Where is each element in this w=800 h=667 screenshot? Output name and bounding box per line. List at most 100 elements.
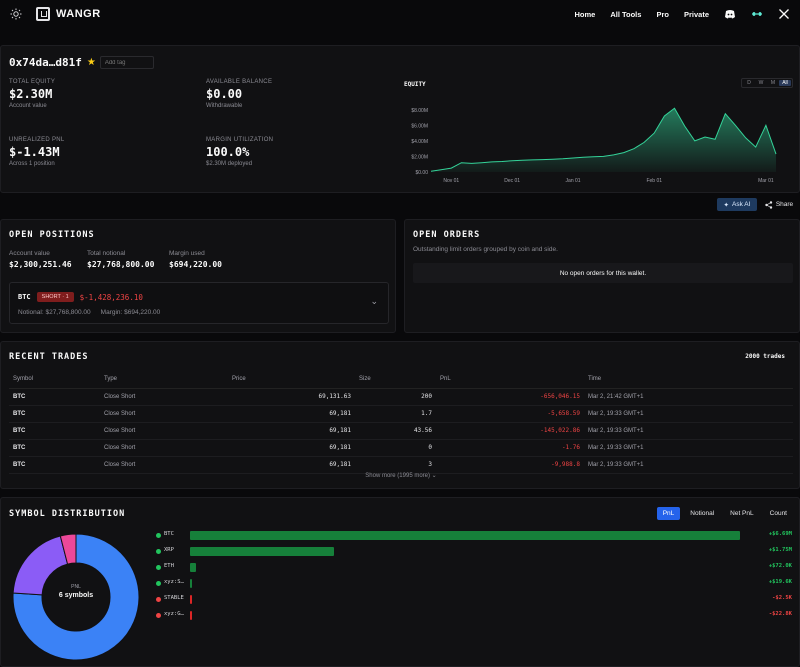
- theme-toggle-icon[interactable]: [10, 8, 22, 20]
- nav-link-home[interactable]: Home: [574, 9, 596, 19]
- donut-slice-btc[interactable]: [12, 533, 140, 661]
- position-margin: Margin: $694,220.00: [100, 309, 161, 316]
- share-button[interactable]: Share: [763, 198, 795, 211]
- stat-total-equity: TOTAL EQUITY $2.30M Account value: [9, 79, 56, 109]
- discord-icon[interactable]: [724, 8, 736, 20]
- open-orders-empty-text: No open orders for this wallet.: [559, 269, 647, 277]
- trade-symbol: BTC: [9, 405, 104, 423]
- trade-time: Mar 2, 19:33 GMT+1: [588, 422, 793, 440]
- summary-total-notional: Total notional $27,768,800.00: [87, 250, 155, 269]
- tab-count[interactable]: Count: [769, 510, 787, 517]
- wallet-address[interactable]: 0x74da…d81f: [9, 56, 82, 69]
- distribution-row[interactable]: BTC +$6.69M: [156, 530, 796, 542]
- table-row[interactable]: BTC Close Short 69,181 0 -1.76 Mar 2, 19:33 G…: [9, 439, 793, 457]
- recent-trades-panel: RECENT TRADES 2000 trades Symbol Type Pr…: [0, 341, 800, 489]
- trade-time: Mar 2, 19:33 GMT+1: [588, 405, 793, 423]
- trade-type: Close Short: [104, 439, 232, 457]
- col-time[interactable]: Time: [588, 371, 793, 389]
- table-row[interactable]: BTC Close Short 69,131.63 200 -656,046.15 Mar…: [9, 388, 793, 406]
- nav-link-pro[interactable]: Pro: [656, 9, 669, 19]
- trade-pnl: -9,988.8: [440, 456, 588, 474]
- positions-summary: Account value $2,300,251.46 Total notion…: [9, 250, 222, 269]
- range-all[interactable]: All: [779, 80, 791, 86]
- col-size[interactable]: Size: [359, 371, 440, 389]
- distribution-row[interactable]: XRP +$1.75M: [156, 546, 796, 558]
- add-tag-input[interactable]: [99, 56, 154, 69]
- expand-chevron-icon[interactable]: ⌄: [370, 296, 378, 306]
- position-card-btc[interactable]: BTC SHORT · 1 $-1,428,236.10 Notional: $…: [9, 282, 389, 324]
- tab-pnl[interactable]: PnL: [656, 507, 681, 520]
- trade-size: 43.56: [359, 422, 440, 440]
- distribution-row[interactable]: ETH +$72.0K: [156, 562, 796, 574]
- distribution-row[interactable]: xyz:G… -$22.8K: [156, 610, 796, 622]
- nav-link-all-tools[interactable]: All Tools: [610, 9, 642, 19]
- trade-price: 69,181: [232, 422, 359, 440]
- col-type[interactable]: Type: [104, 371, 232, 389]
- col-pnl[interactable]: PnL: [440, 371, 588, 389]
- donut-value: 6 symbols: [58, 592, 94, 599]
- donut-center: PNL 6 symbols: [11, 584, 141, 599]
- distribution-row[interactable]: STABLE -$2.5K: [156, 594, 796, 606]
- equity-area: [431, 108, 776, 172]
- trade-size: 0: [359, 439, 440, 457]
- distribution-label: xyz:S…: [164, 579, 184, 585]
- legend-dot: [156, 613, 161, 618]
- show-more-button[interactable]: Show more (1995 more) ⌄: [365, 473, 437, 479]
- equity-plot: $8.00M $6.00M $4.00M $2.00M $0.00 Nov 01 Dec 0…: [411, 107, 777, 184]
- trade-time: Mar 2, 19:33 GMT+1: [588, 439, 793, 457]
- sparkle-icon: ✦: [723, 201, 729, 209]
- equity-line: [430, 107, 777, 172]
- distribution-tabs: PnL Notional Net PnL Count: [656, 507, 793, 520]
- distribution-bar: [190, 579, 192, 588]
- position-notional: Notional: $27,768,800.00: [18, 309, 91, 316]
- legend-dot: [156, 581, 161, 586]
- hyperliquid-icon[interactable]: [751, 8, 763, 20]
- brand-logo[interactable]: WANGR: [36, 7, 101, 21]
- col-price[interactable]: Price: [232, 371, 359, 389]
- y-tick-label: $8.00M: [411, 108, 428, 114]
- table-row[interactable]: BTC Close Short 69,181 1.7 -5,658.59 Mar 2, 1…: [9, 405, 793, 423]
- distribution-value: +$1.75M: [768, 547, 792, 553]
- donut-slice-other[interactable]: [59, 533, 77, 565]
- distribution-label: XRP: [164, 547, 174, 553]
- distribution-row[interactable]: xyz:S… +$19.6K: [156, 578, 796, 590]
- open-orders-empty-box: No open orders for this wallet.: [413, 263, 793, 283]
- trades-header-row: Symbol Type Price Size PnL Time: [9, 371, 793, 389]
- recent-trades-title: RECENT TRADES: [9, 352, 89, 362]
- trade-price: 69,181: [232, 439, 359, 457]
- nav-links: Home All Tools Pro Private: [574, 8, 790, 20]
- trade-symbol: BTC: [9, 456, 104, 474]
- share-icon: [765, 200, 773, 209]
- distribution-bar: [190, 611, 192, 620]
- x-twitter-icon[interactable]: [778, 8, 790, 20]
- trade-price: 69,181: [232, 405, 359, 423]
- y-tick-label: $6.00M: [411, 123, 428, 129]
- table-row[interactable]: BTC Close Short 69,181 43.56 -145,022.86 Mar …: [9, 422, 793, 440]
- favorite-star-icon[interactable]: ★: [86, 57, 96, 68]
- tab-net-pnl[interactable]: Net PnL: [730, 510, 754, 517]
- distribution-value: +$6.69M: [768, 531, 792, 537]
- distribution-bar: [190, 595, 192, 604]
- range-m[interactable]: M: [770, 80, 776, 86]
- symbol-distribution-title: SYMBOL DISTRIBUTION: [9, 509, 126, 519]
- summary-account-value: Account value $2,300,251.46: [9, 250, 72, 269]
- col-symbol[interactable]: Symbol: [9, 371, 104, 389]
- nav-link-private[interactable]: Private: [683, 9, 709, 19]
- tab-notional[interactable]: Notional: [690, 510, 715, 517]
- range-selector: D W M All: [741, 78, 793, 88]
- ask-ai-button[interactable]: ✦ Ask AI: [717, 198, 757, 211]
- distribution-value: +$72.0K: [768, 563, 792, 569]
- y-tick-label: $0.00: [415, 170, 428, 176]
- trade-type: Close Short: [104, 405, 232, 423]
- stat-unrealized-pnl: UNREALIZED PNL $-1.43M Across 1 position: [9, 137, 65, 167]
- distribution-label: xyz:G…: [164, 611, 184, 617]
- range-d[interactable]: D: [747, 80, 751, 86]
- trade-count: 2000 trades: [745, 353, 785, 360]
- trade-type: Close Short: [104, 388, 232, 406]
- table-row[interactable]: BTC Close Short 69,181 3 -9,988.8 Mar 2, 19:3…: [9, 456, 793, 474]
- range-w[interactable]: W: [758, 80, 764, 86]
- pnl-donut-chart: [12, 533, 140, 661]
- legend-dot: [156, 533, 161, 538]
- legend-dot: [156, 565, 161, 570]
- trade-price: 69,181: [232, 456, 359, 474]
